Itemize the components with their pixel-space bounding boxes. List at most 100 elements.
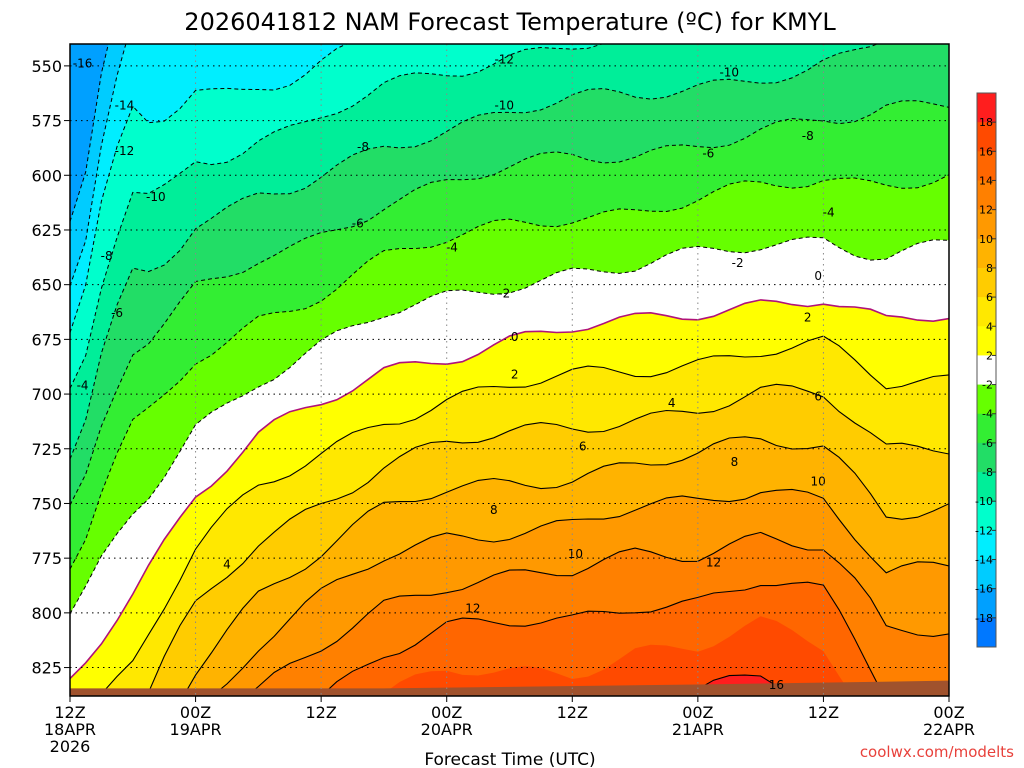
contour-label: -16 [73, 57, 93, 71]
colorbar-swatch [977, 355, 996, 386]
colorbar-label: 14 [979, 174, 993, 187]
colorbar-label: -2 [982, 379, 993, 392]
colorbar-label: 10 [979, 233, 993, 246]
x-axis-label: Forecast Time (UTC) [424, 750, 595, 768]
contour-label: 12 [706, 556, 721, 570]
colorbar-frame [976, 92, 997, 648]
grid-lines [70, 44, 949, 696]
y-tick-label: 775 [31, 549, 62, 568]
colorbar-label: -4 [982, 408, 993, 421]
isotherm--2 [70, 236, 949, 615]
contour-label: 4 [668, 396, 676, 410]
contour-label: 4 [223, 558, 231, 572]
x-tick-label: 12Z [305, 703, 336, 722]
y-tick-label: 575 [31, 112, 62, 131]
chart-title: 2026041812 NAM Forecast Temperature (ºC)… [184, 8, 836, 36]
colorbar-swatch [977, 501, 996, 531]
colorbar-label: -14 [975, 554, 993, 567]
colorbar-label: 6 [986, 291, 993, 304]
x-tick-label: 00Z [933, 703, 964, 722]
x-tick-label: 21APR [672, 720, 724, 739]
y-tick-label: 600 [31, 166, 62, 185]
colorbar-swatch [977, 93, 996, 123]
contour-label: 12 [465, 601, 480, 615]
isotherm--6 [70, 100, 949, 506]
contour-label: -4 [823, 205, 835, 219]
colorbar-label: 2 [986, 349, 993, 362]
colorbar-swatch [977, 588, 996, 619]
isotherm-0 [70, 299, 949, 680]
contour-label: -10 [146, 190, 166, 204]
x-tick-label: 18APR [44, 720, 96, 739]
y-tick-label: 550 [31, 57, 62, 76]
colorbar-swatch [977, 413, 996, 444]
contour-label: -8 [101, 249, 113, 263]
colorbar-swatch [977, 122, 996, 152]
contour-label: -4 [77, 378, 89, 392]
contour-label: -4 [446, 240, 458, 254]
contour-label: 10 [568, 547, 583, 561]
contour-label: 0 [511, 330, 519, 344]
contour-label: 2 [511, 367, 519, 381]
colorbar-swatch [977, 442, 996, 473]
contour-label: -8 [802, 129, 814, 143]
colorbar: 18 16 14 12 10 8 6 4 2 -2 -4 -6 -8 -10 -12 -14 -16 -18 [975, 92, 997, 648]
temperature-fill-bands [70, 44, 949, 696]
colorbar-swatch [977, 238, 996, 269]
colorbar-swatch [977, 151, 996, 181]
contour-label: 0 [814, 269, 822, 283]
colorbar-swatch [977, 267, 996, 298]
isotherm--12 [70, 44, 348, 333]
isotherm-10 [246, 531, 949, 696]
contour-label: -10 [719, 65, 739, 79]
colorbar-label: 4 [986, 320, 993, 333]
colorbar-label: -8 [982, 466, 993, 479]
colorbar-label: -6 [982, 437, 993, 450]
x-tick-label: 00Z [431, 703, 462, 722]
isotherm-12 [320, 581, 949, 696]
contour-label: 8 [731, 455, 739, 469]
contour-label: -2 [498, 286, 510, 300]
isotherm-4 [144, 383, 949, 696]
colorbar-swatch [977, 559, 996, 590]
colorbar-label: -16 [975, 583, 993, 596]
contour-label: 8 [490, 503, 498, 517]
colorbar-swatch [977, 617, 996, 648]
contour-label: -14 [115, 98, 135, 112]
colorbar-swatch [977, 326, 996, 356]
contour-label: -6 [702, 146, 714, 160]
ground-terrain [70, 680, 949, 696]
y-tick-label: 725 [31, 440, 62, 459]
contour-label: -6 [111, 306, 123, 320]
y-tick-label: 700 [31, 385, 62, 404]
isotherm--4 [70, 174, 949, 570]
colorbar-label: 18 [979, 116, 993, 129]
y-tick-label: 650 [31, 276, 62, 295]
colorbar-swatch [977, 180, 996, 211]
colorbar-swatch [977, 209, 996, 240]
isotherm--8 [70, 44, 879, 460]
x-tick-label: 12Z [808, 703, 839, 722]
x-tick-label: 00Z [180, 703, 211, 722]
contour-label: -12 [494, 52, 514, 66]
contour-label: 6 [579, 440, 587, 454]
contour-label: 2 [804, 310, 812, 324]
y-tick-label: 800 [31, 604, 62, 623]
contour-label: -10 [494, 98, 514, 112]
x-tick-label: 12Z [54, 703, 85, 722]
y-axis-ticks: 550 575 600 625 650 675 700 725 750 775 800 825 [31, 57, 70, 678]
colorbar-label: 12 [979, 204, 993, 217]
contour-label: 10 [811, 475, 826, 489]
x-tick-label: 12Z [557, 703, 588, 722]
ground-shape [70, 680, 949, 696]
colorbar-label: -12 [975, 524, 993, 537]
contour-label: 16 [769, 678, 784, 692]
contour-label: -8 [357, 140, 369, 154]
x-tick-label: 19APR [170, 720, 222, 739]
colorbar-swatch [977, 384, 996, 415]
colorbar-label: -10 [975, 495, 993, 508]
colorbar-swatch [977, 297, 996, 327]
plot-frame [69, 43, 950, 697]
